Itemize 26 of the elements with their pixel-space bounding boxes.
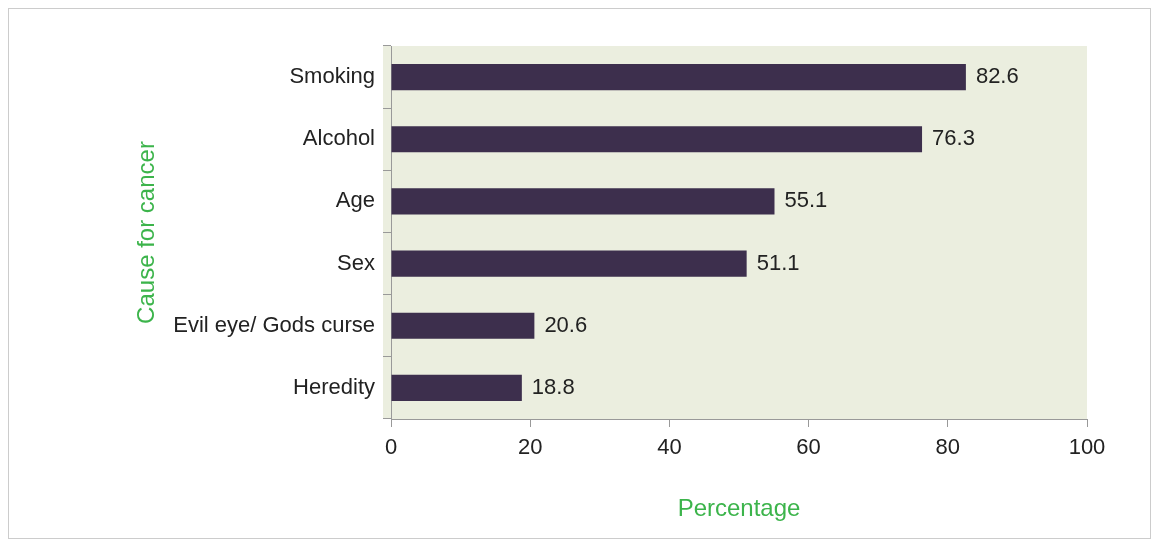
bar [391,188,775,215]
x-tick-label: 100 [1068,434,1106,460]
data-label: 82.6 [975,63,1019,89]
bar [391,126,923,153]
x-tick-label: 80 [935,434,961,460]
data-label: 76.3 [932,125,975,151]
bar [391,250,747,277]
x-axis-title: Percentage [677,494,801,522]
y-axis-title: Cause for cancer [132,141,160,324]
bar [391,374,522,401]
y-tick-label: Evil eye/ Gods curse [173,311,375,337]
x-tick-label: 40 [657,434,682,460]
data-label: 51.1 [756,249,800,275]
x-tick-label: 60 [796,434,821,460]
data-label: 55.1 [784,187,828,213]
y-tick-label: Age [335,187,375,213]
y-tick-label: Alcohol [302,125,375,151]
y-tick-label: Smoking [289,63,375,89]
data-label: 18.8 [531,373,575,399]
bar [391,64,966,91]
x-tick-label: 20 [517,434,543,460]
bar [391,312,535,339]
x-tick-label: 0 [384,434,398,460]
y-tick-label: Sex [337,249,375,275]
data-label: 20.6 [544,311,588,337]
y-tick-label: Heredity [293,373,375,399]
